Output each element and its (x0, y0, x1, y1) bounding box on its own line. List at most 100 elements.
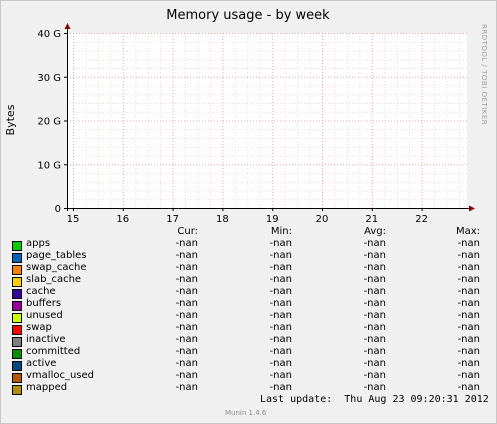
legend-min-value: -nan (269, 334, 292, 345)
legend-swatch (12, 265, 22, 275)
legend-min-value: -nan (269, 346, 292, 357)
legend-swatch (12, 373, 22, 383)
legend-row-inactive: inactive -nan -nan -nan -nan (12, 334, 488, 348)
y-tick-label: 0 (55, 204, 61, 215)
legend-series-name: vmalloc_used (26, 370, 95, 381)
legend-header-row: Cur: Min: Avg: Max: (12, 226, 488, 240)
x-tick-label: 15 (67, 214, 80, 225)
legend-avg-value: -nan (363, 238, 386, 249)
legend-min-value: -nan (269, 370, 292, 381)
legend-max-value: -nan (457, 250, 480, 261)
legend-series-name: cache (26, 286, 56, 297)
header-min: Min: (270, 226, 292, 237)
legend-swatch (12, 361, 22, 371)
legend-series-name: mapped (26, 382, 68, 393)
legend-series-name: inactive (26, 334, 66, 345)
legend-avg-value: -nan (363, 250, 386, 261)
legend-avg-value: -nan (363, 346, 386, 357)
legend-swatch (12, 349, 22, 359)
legend-cur-value: -nan (175, 310, 198, 321)
legend-row-cache: cache -nan -nan -nan -nan (12, 286, 488, 300)
chart-title: Memory usage - by week (166, 8, 330, 23)
legend-max-value: -nan (457, 286, 480, 297)
legend-swatch (12, 241, 22, 251)
legend-max-value: -nan (457, 334, 480, 345)
legend-cur-value: -nan (175, 238, 198, 249)
legend-max-value: -nan (457, 382, 480, 393)
legend-swatch (12, 385, 22, 395)
y-tick-label: 40 G (37, 29, 61, 40)
legend-cur-value: -nan (175, 382, 198, 393)
legend-cur-value: -nan (175, 334, 198, 345)
legend-swatch (12, 313, 22, 323)
legend-min-value: -nan (269, 358, 292, 369)
legend-row-unused: unused -nan -nan -nan -nan (12, 310, 488, 324)
x-tick-label: 17 (166, 214, 179, 225)
legend-min-value: -nan (269, 238, 292, 249)
legend-max-value: -nan (457, 322, 480, 333)
y-axis-arrow (64, 23, 71, 29)
legend-series-name: buffers (26, 298, 62, 309)
legend-max-value: -nan (457, 346, 480, 357)
legend-avg-value: -nan (363, 382, 386, 393)
legend-avg-value: -nan (363, 322, 386, 333)
legend-row-committed: committed -nan -nan -nan -nan (12, 346, 488, 360)
legend-swatch (12, 253, 22, 263)
legend-series-name: committed (26, 346, 81, 357)
legend-row-page-tables: page_tables -nan -nan -nan -nan (12, 250, 488, 264)
tick-labels: 0 10 G 20 G 30 G 40 G 15 16 17 18 19 20 21 22 (37, 29, 428, 225)
legend-row-apps: apps -nan -nan -nan -nan (12, 238, 488, 252)
legend-avg-value: -nan (363, 286, 386, 297)
legend-cur-value: -nan (175, 322, 198, 333)
last-update: Last update: Thu Aug 23 09:20:31 2012 (260, 394, 489, 405)
legend-row-buffers: buffers -nan -nan -nan -nan (12, 298, 488, 312)
legend-avg-value: -nan (363, 358, 386, 369)
legend-min-value: -nan (269, 262, 292, 273)
legend-cur-value: -nan (175, 274, 198, 285)
legend-swatch (12, 301, 22, 311)
x-tick-label: 19 (266, 214, 279, 225)
legend-cur-value: -nan (175, 346, 198, 357)
legend-avg-value: -nan (363, 262, 386, 273)
legend-cur-value: -nan (175, 358, 198, 369)
legend-series-name: apps (26, 238, 51, 249)
legend-min-value: -nan (269, 382, 292, 393)
x-tick-label: 21 (365, 214, 378, 225)
header-cur: Cur: (177, 226, 198, 237)
legend-avg-value: -nan (363, 310, 386, 321)
legend-series-name: swap_cache (26, 262, 87, 273)
header-max: Max: (455, 226, 480, 237)
legend-row-swap-cache: swap_cache -nan -nan -nan -nan (12, 262, 488, 276)
legend-swatch (12, 289, 22, 299)
legend-swatch (12, 337, 22, 347)
legend-min-value: -nan (269, 310, 292, 321)
legend-cur-value: -nan (175, 262, 198, 273)
legend-row-vmalloc-used: vmalloc_used -nan -nan -nan -nan (12, 370, 488, 384)
legend-avg-value: -nan (363, 274, 386, 285)
legend-max-value: -nan (457, 274, 480, 285)
y-tick-label: 10 G (37, 160, 61, 171)
legend-max-value: -nan (457, 370, 480, 381)
munin-version: Munin 1.4.6 (225, 409, 267, 417)
legend-row-active: active -nan -nan -nan -nan (12, 358, 488, 372)
rrdtool-credit: RRDTOOL / TOBI OETIKER (480, 24, 488, 126)
legend-cur-value: -nan (175, 370, 198, 381)
legend-max-value: -nan (457, 262, 480, 273)
legend-min-value: -nan (269, 250, 292, 261)
x-tick-label: 16 (116, 214, 129, 225)
legend-max-value: -nan (457, 298, 480, 309)
legend-min-value: -nan (269, 322, 292, 333)
x-tick-label: 18 (216, 214, 229, 225)
x-tick-label: 20 (316, 214, 329, 225)
legend-row-mapped: mapped -nan -nan -nan -nan (12, 382, 488, 396)
y-tick-label: 20 G (37, 117, 61, 128)
legend-swatch (12, 325, 22, 335)
y-tick-label: 30 G (37, 73, 61, 84)
axes (64, 23, 475, 212)
x-axis-arrow (469, 205, 475, 212)
legend-series-name: page_tables (26, 250, 87, 261)
legend-series-name: unused (26, 310, 63, 321)
legend-row-swap: swap -nan -nan -nan -nan (12, 322, 488, 336)
legend-min-value: -nan (269, 298, 292, 309)
y-axis-label: Bytes (4, 104, 17, 135)
